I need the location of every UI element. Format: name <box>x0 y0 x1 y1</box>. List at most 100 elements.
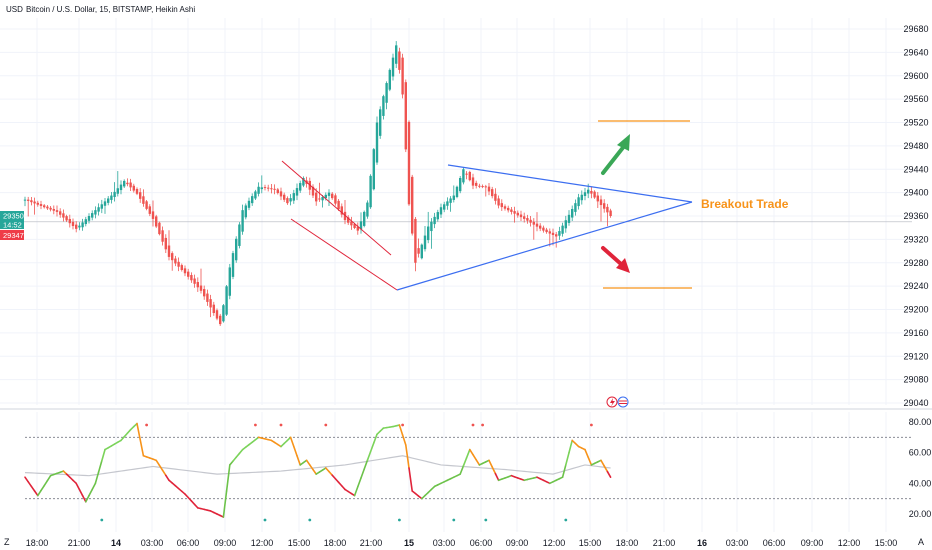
candle-body <box>52 208 55 211</box>
oscillator-segment <box>155 459 161 467</box>
last-price-text: 29350 <box>3 212 24 221</box>
candle-body <box>385 83 388 103</box>
oscillator-segment <box>24 476 30 483</box>
breakout-arrow-up-head <box>617 134 630 151</box>
candle-body <box>436 212 439 220</box>
candle-body <box>267 187 270 189</box>
prev-price-tag <box>0 230 24 240</box>
oscillator-segment <box>462 456 468 467</box>
oscillator-segment <box>366 450 372 462</box>
candle-body <box>395 45 398 64</box>
candle-body <box>468 171 471 181</box>
time-tick-label: 18:00 <box>26 538 49 548</box>
candle-body <box>263 187 267 189</box>
breakout-arrow-down-head <box>616 258 630 273</box>
oscillator-segment <box>401 434 407 446</box>
oscillator-segment <box>232 456 237 462</box>
candle-body <box>55 210 59 212</box>
candle-body <box>87 216 91 221</box>
candle-body <box>286 198 289 204</box>
candle-body <box>183 268 187 274</box>
oscillator-segment <box>78 488 84 497</box>
candle-body <box>36 202 39 205</box>
candle-body <box>171 253 174 261</box>
candle-body <box>558 231 561 236</box>
candle-body <box>324 194 327 199</box>
time-axis[interactable]: 18:00 21:00 14 03:00 06:00 09:00 12:00 15:00 18:… <box>26 538 898 548</box>
candle-body <box>100 204 103 209</box>
candle-body <box>132 185 135 191</box>
oscillator-segment <box>139 438 145 457</box>
candle-body <box>452 195 455 200</box>
candle-body <box>199 285 203 291</box>
oscillator-segment <box>465 448 471 459</box>
candle-body <box>225 286 228 315</box>
candle-body <box>289 198 292 202</box>
time-tick-label: 12:00 <box>543 538 566 548</box>
candle-body <box>142 196 145 204</box>
candle-body <box>212 304 215 314</box>
oscillator-segment <box>101 448 106 462</box>
channel-line-lower <box>290 218 398 291</box>
price-axis[interactable]: 29040 29080 29120 29160 29200 29240 29280 29320… <box>903 24 928 408</box>
oscillator-segment <box>404 444 410 469</box>
oscillator-segment <box>238 448 244 455</box>
candle-body <box>443 204 446 210</box>
candle-body <box>135 188 139 194</box>
oscillator-segment <box>488 459 494 468</box>
candle-body <box>219 315 222 325</box>
candle-body <box>459 178 462 192</box>
sell-signal-dot <box>590 423 593 427</box>
auto-scale-toggle[interactable]: A <box>918 537 924 547</box>
oscillator-segment <box>606 470 612 479</box>
candle-body <box>39 204 43 206</box>
candle-body <box>375 122 379 163</box>
candle-body <box>529 219 532 223</box>
candle-body <box>257 186 260 194</box>
candle-body <box>164 237 167 250</box>
candle-body <box>81 222 84 228</box>
event-badges[interactable] <box>606 396 629 408</box>
candle-body <box>519 214 523 218</box>
time-tick-label: 03:00 <box>433 538 456 548</box>
oscillator-segment <box>305 459 311 466</box>
candle-body <box>359 221 363 230</box>
time-tick-label: 21:00 <box>653 538 676 548</box>
oscillator-segment <box>353 485 359 497</box>
currency-label: USD <box>6 5 23 14</box>
oscillator-segment <box>91 482 97 491</box>
candle-body <box>497 198 500 206</box>
price-tick-label: 29240 <box>903 281 928 291</box>
candle-body <box>353 224 356 228</box>
oscillator-axis[interactable]: 20.00 40.00 60.00 80.00 <box>909 417 932 519</box>
channel-line-upper <box>281 160 392 256</box>
candle-body <box>481 186 484 188</box>
candle-body <box>177 261 180 267</box>
countdown-text: 14:52 <box>3 221 22 230</box>
candle-body <box>283 194 286 200</box>
candle-body <box>446 201 449 206</box>
sell-signal-dot <box>401 423 404 427</box>
timezone-toggle[interactable]: Z <box>4 537 10 547</box>
candle-body <box>337 200 340 210</box>
time-tick-label: 09:00 <box>506 538 529 548</box>
oscillator-segment <box>475 459 481 466</box>
sell-signal-dot <box>254 423 257 427</box>
sell-signal-dot <box>324 423 328 427</box>
candle-body <box>526 218 529 221</box>
candle-body <box>235 238 238 261</box>
triangle-line-upper <box>447 164 693 203</box>
oscillator-segment <box>225 464 231 492</box>
candle-body <box>116 188 119 194</box>
candle-body <box>398 51 401 70</box>
time-tick-label: 06:00 <box>470 538 493 548</box>
oscillator-segment <box>308 464 314 471</box>
oscillator-tick-label: 60.00 <box>909 448 932 458</box>
candle-body <box>516 212 519 216</box>
candle-body <box>564 220 567 229</box>
candle-body <box>107 198 110 203</box>
candle-body <box>148 206 151 214</box>
candle-body <box>567 214 571 223</box>
candle-body <box>423 235 427 250</box>
